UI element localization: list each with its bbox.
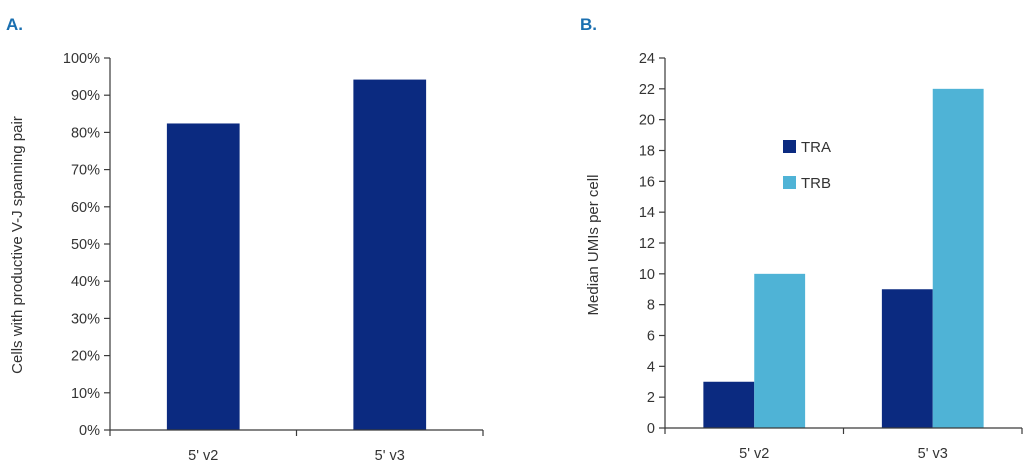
y-tick-label: 12 (639, 236, 655, 252)
chart-a-bars (166, 79, 427, 431)
chart-b-y-axis-title: Median UMIs per cell (585, 175, 602, 316)
y-tick-label: 8 (647, 298, 655, 314)
bar-series-0 (166, 123, 240, 431)
y-tick-label: 10% (71, 386, 100, 402)
y-tick-label: 22 (639, 82, 655, 98)
y-tick-label: 60% (71, 200, 100, 216)
y-tick-label: 6 (647, 329, 655, 345)
legend-label-tra: TRA (801, 139, 831, 156)
bar-trb-1 (932, 88, 984, 428)
y-tick-label: 0 (647, 421, 655, 437)
y-tick-label: 40% (71, 274, 100, 290)
bar-trb-0 (754, 273, 806, 428)
legend-swatch-tra (783, 140, 796, 153)
y-tick-label: 14 (639, 205, 655, 221)
y-tick-label: 90% (71, 88, 100, 104)
chart-b: Median UMIs per cell 0246810121416182022… (585, 51, 1023, 462)
x-tick-label: 5' v3 (918, 446, 948, 462)
x-tick-label: 5' v2 (739, 446, 769, 462)
bar-tra-1 (881, 289, 933, 428)
y-tick-label: 10 (639, 267, 655, 283)
chart-a-y-axis-title: Cells with productive V-J spanning pair (9, 116, 26, 374)
panel-a-label: A. (6, 15, 23, 34)
y-tick-label: 80% (71, 125, 100, 141)
x-tick-label: 5' v3 (375, 448, 405, 464)
y-tick-label: 50% (71, 237, 100, 253)
chart-b-bars (703, 88, 984, 428)
y-tick-label: 16 (639, 174, 655, 190)
x-tick-label: 5' v2 (188, 448, 218, 464)
y-tick-label: 4 (647, 359, 655, 375)
panel-b-label: B. (580, 15, 597, 34)
y-tick-label: 70% (71, 163, 100, 179)
y-tick-label: 18 (639, 144, 655, 160)
bar-series-1 (353, 79, 427, 431)
y-tick-label: 20% (71, 349, 100, 365)
y-tick-label: 24 (639, 51, 655, 67)
y-tick-label: 30% (71, 311, 100, 327)
chart-a-axes: 0% 10% 20% 30% 40% 50% 60% 70% 80% 90% 100% 5' v2 5'… (63, 51, 484, 464)
y-tick-label: 20 (639, 113, 655, 129)
legend-label-trb: TRB (801, 175, 831, 192)
chart-a: Cells with productive V-J spanning pair … (9, 51, 484, 464)
y-tick-label: 100% (63, 51, 100, 67)
legend-swatch-trb (783, 176, 796, 189)
chart-b-legend: TRA TRB (783, 139, 831, 192)
bar-tra-0 (703, 381, 755, 428)
y-tick-label: 0% (79, 423, 100, 439)
y-tick-label: 2 (647, 390, 655, 406)
